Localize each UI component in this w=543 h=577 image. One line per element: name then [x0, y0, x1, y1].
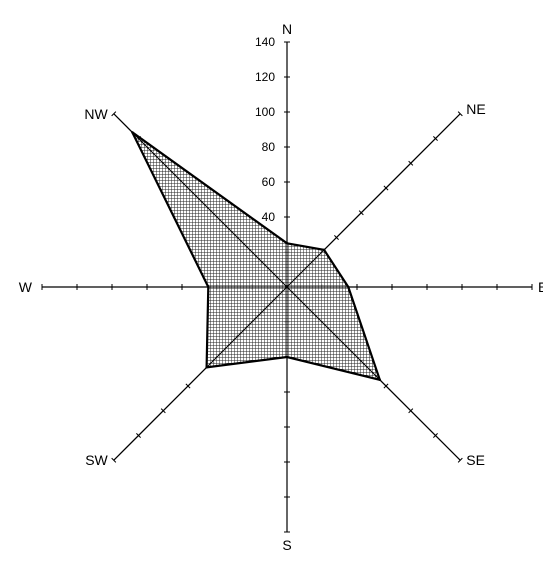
- radial-tick-label-40: 40: [262, 210, 276, 224]
- direction-label-e: E: [538, 279, 543, 295]
- data-layer: [42, 42, 532, 532]
- direction-label-n: N: [282, 21, 292, 37]
- axis-overlay-se: [113, 113, 461, 461]
- direction-label-nw: NW: [84, 106, 108, 122]
- radial-tick-label-100: 100: [255, 105, 275, 119]
- direction-label-s: S: [282, 537, 291, 553]
- direction-label-se: SE: [466, 452, 485, 468]
- direction-label-ne: NE: [466, 101, 485, 117]
- labels-layer: N NE E SE S SW W NW 40 60 80 100 120 140: [19, 21, 543, 553]
- direction-label-sw: SW: [85, 452, 108, 468]
- radial-tick-label-60: 60: [262, 175, 276, 189]
- radial-tick-label-120: 120: [255, 70, 275, 84]
- radial-tick-label-140: 140: [255, 35, 275, 49]
- radial-tick-label-80: 80: [262, 140, 276, 154]
- direction-label-w: W: [19, 279, 33, 295]
